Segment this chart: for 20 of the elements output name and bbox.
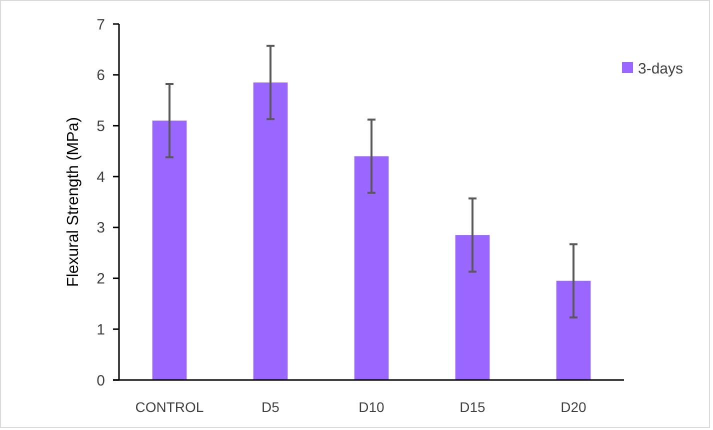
y-axis-title: Flexural Strength (MPa) [65, 117, 82, 287]
x-tick-label: D10 [358, 399, 385, 415]
bar [354, 156, 389, 380]
y-tick-label: 5 [96, 118, 105, 135]
y-tick-label: 2 [96, 270, 105, 288]
bar [556, 280, 591, 380]
legend-label: 3-days [638, 60, 684, 78]
bar [455, 235, 490, 380]
y-tick-label: 0 [96, 372, 105, 390]
bar [253, 82, 288, 380]
y-tick-label: 7 [96, 16, 105, 34]
bar [152, 120, 187, 380]
x-tick-label: D5 [262, 399, 280, 415]
y-tick-label: 3 [96, 220, 105, 237]
y-tick-label: 6 [96, 67, 105, 84]
y-tick-label: 1 [96, 321, 105, 338]
x-tick-label: D15 [460, 399, 486, 415]
x-tick-label: D20 [560, 399, 587, 415]
y-tick-label: 4 [96, 168, 105, 186]
x-tick-label: CONTROL [135, 399, 204, 415]
